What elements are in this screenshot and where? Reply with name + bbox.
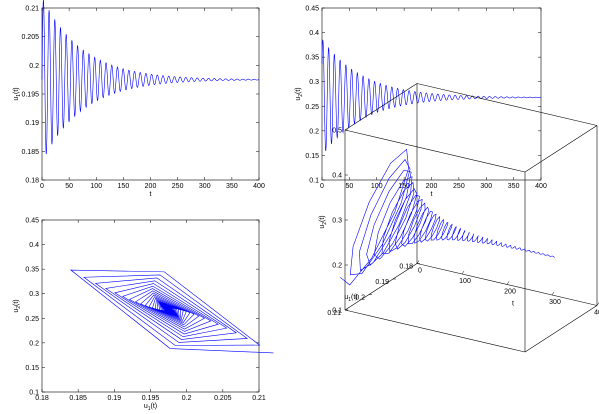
u1-tick-label: 0.19 — [375, 279, 389, 286]
y-tick-label: 0.1 — [309, 178, 319, 185]
3d-trajectory-line — [340, 148, 555, 286]
y-tick-label: 0.18 — [25, 178, 39, 185]
t-tick-label: 100 — [459, 278, 471, 285]
y-tick-label: 0.185 — [21, 149, 39, 156]
u1-tick-label: 0.18 — [399, 264, 413, 271]
box-edge — [344, 129, 526, 173]
x-tick-label: 0.185 — [69, 395, 87, 402]
t-tick-label: 400 — [594, 310, 599, 317]
u1-tick-label: 0.21 — [327, 310, 341, 317]
y-tick-label: 0.35 — [25, 267, 39, 274]
y-tick-label: 0.4 — [309, 30, 319, 37]
x-axis-label: u1(t) — [144, 403, 157, 412]
t-tick-label: 300 — [549, 299, 561, 306]
u2-series-line — [321, 39, 542, 152]
y-tick-label: 0.45 — [305, 6, 319, 13]
x-tick-label: 0 — [40, 183, 44, 190]
y-tick-label: 0.3 — [309, 79, 319, 86]
u2-tick-label: 0.2 — [332, 263, 342, 270]
y-tick-label: 0.45 — [25, 218, 39, 225]
box-edge — [344, 263, 418, 311]
x-tick-label: 50 — [65, 183, 73, 190]
t-tick — [416, 260, 420, 264]
y-tick-label: 0.205 — [21, 34, 39, 41]
x-tick-label: 200 — [426, 183, 438, 190]
box-edge — [524, 125, 598, 173]
y-axis-label: u1(t) — [13, 87, 22, 100]
x-tick-label: 200 — [145, 183, 157, 190]
x-tick-label: 0.195 — [142, 395, 160, 402]
t-tick — [461, 270, 465, 275]
y-tick-label: 0.15 — [25, 365, 39, 372]
x-tick-label: 300 — [199, 183, 211, 190]
box-edge — [416, 83, 598, 126]
u2-tick-label: 0.1 — [332, 308, 342, 315]
x-tick-label: 150 — [118, 183, 130, 190]
x-tick-label: 100 — [371, 183, 383, 190]
x-tick-label: 400 — [535, 183, 547, 190]
y-tick-label: 0.21 — [25, 6, 39, 13]
y-tick-label: 0.2 — [29, 63, 39, 70]
box-edge — [344, 309, 526, 353]
y-axis-label: u2(t) — [295, 87, 304, 100]
x-tick-label: 0.205 — [214, 395, 232, 402]
y-tick-label: 0.2 — [309, 128, 319, 135]
y-tick-label: 0.35 — [305, 55, 319, 62]
y-axis-label: u2(t) — [13, 299, 22, 312]
phase-plane-chart: 0.18 0.185 0.19 0.195 0.2 0.205 0.21 0.1 0.15 0.2… — [13, 218, 274, 412]
box-edge — [344, 83, 418, 131]
y-tick-label: 0.3 — [29, 291, 39, 298]
x-tick-label: 300 — [480, 183, 492, 190]
3d-trajectory-chart: 0 100 200 300 400 0.21 0.2 0.19 0.18 0.1 0.2 0.3 0.4… — [319, 83, 599, 353]
x-tick-label: 0.18 — [35, 395, 49, 402]
y-tick-label: 0.15 — [305, 153, 319, 160]
u1-tick-label: 0.2 — [355, 295, 365, 302]
y-tick-label: 0.195 — [21, 92, 39, 99]
u1-axis-label: u1(t) — [344, 294, 357, 303]
x-tick-label: 250 — [172, 183, 184, 190]
y-tick-label: 0.2 — [29, 340, 39, 347]
t-axis-label: t — [512, 301, 514, 308]
x-tick-label: 0.19 — [108, 395, 122, 402]
u1-series-line — [41, 0, 260, 155]
t-tick — [551, 291, 555, 296]
x-tick-label: 400 — [253, 183, 265, 190]
u2-tick-label: 0.4 — [332, 173, 342, 180]
x-tick-label: 100 — [90, 183, 102, 190]
phase-trajectory-line — [69, 269, 274, 354]
x-tick-label: 350 — [508, 183, 520, 190]
y-tick-label: 0.1 — [29, 390, 39, 397]
u2-tick-label: 0.3 — [332, 218, 342, 225]
y-tick-label: 0.25 — [25, 316, 39, 323]
t-tick — [506, 281, 510, 285]
x-tick-label: 0.2 — [182, 395, 192, 402]
x-tick-label: 0 — [320, 183, 324, 190]
y-tick-label: 0.25 — [305, 104, 319, 111]
u2-time-series-chart: 0 50 100 150 200 250 300 350 400 0.1 0.15 0.2 0.25 0.… — [295, 6, 547, 199]
x-tick-label: 250 — [453, 183, 465, 190]
x-tick-label: 350 — [226, 183, 238, 190]
x-tick-label: 0.21 — [252, 395, 266, 402]
box-edge — [524, 305, 598, 353]
u1-time-series-chart: 0 50 100 150 200 250 300 350 400 0.18 0.185 0.19 0.1… — [13, 0, 265, 198]
x-tick-label: 50 — [345, 183, 353, 190]
plot-area — [41, 219, 260, 393]
x-tick-label: 150 — [398, 183, 410, 190]
y-tick-label: 0.4 — [29, 242, 39, 249]
y-tick-label: 0.19 — [25, 120, 39, 127]
t-tick-label: 0 — [418, 268, 422, 275]
plot-area — [41, 7, 260, 181]
u2-tick-label: 0.5 — [332, 128, 342, 135]
x-axis-label: t — [431, 191, 433, 198]
u2-axis-label: u2(t) — [319, 215, 328, 228]
x-axis-label: t — [150, 191, 152, 198]
t-tick-label: 200 — [504, 289, 516, 296]
